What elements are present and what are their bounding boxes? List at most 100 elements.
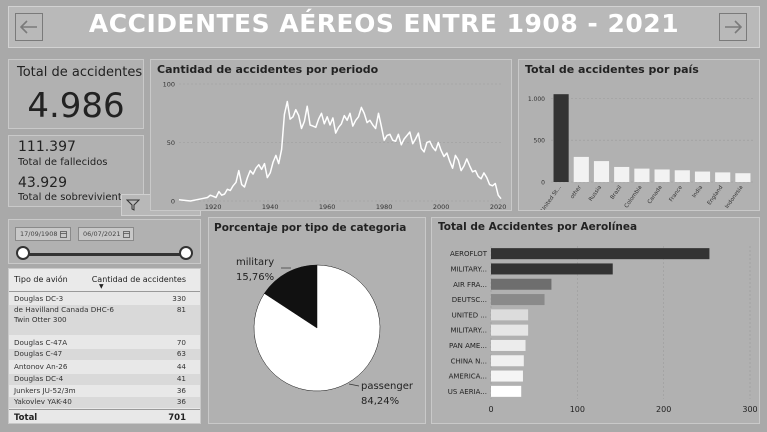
bar [491,355,524,367]
back-button[interactable] [15,13,43,41]
x-tick-label: 100 [570,405,585,414]
fatalities-label: Total de fallecidos [18,157,108,168]
bar [491,385,522,397]
country-bar-chart: 0 500 1.000 United St... other Russia Brazil Co… [528,94,753,210]
y-tick-label: PAN AME... [449,342,487,350]
bar [491,263,613,275]
x-tick-label: 1920 [205,203,222,210]
x-tick-label: Indonesia [724,185,744,210]
calendar-icon [60,231,67,238]
arrow-right-icon [725,20,742,34]
bar [674,170,690,182]
x-tick-label: Russia [588,185,603,203]
next-button[interactable] [719,13,747,41]
col-header-aircraft[interactable]: Tipo de avión [14,275,68,284]
bar [614,166,630,182]
fatalities-value: 111.397 [18,139,76,155]
survivors-value: 43.929 [18,175,67,191]
bar [491,294,545,306]
slider-end-handle[interactable] [179,246,193,260]
bar [491,309,529,321]
x-tick-label: France [669,184,685,203]
y-tick-label: 1.000 [528,96,545,103]
y-tick-label: 50 [167,139,175,147]
y-tick-label: US AERIA... [448,388,487,396]
x-tick-label: India [691,185,704,200]
table-row[interactable]: Douglas DC-4 41 [9,374,200,385]
line-chart-title: Cantidad de accidentes por periodo [157,63,379,76]
y-tick-label: UNITED ... [452,311,487,319]
y-tick-label: 500 [534,138,546,145]
y-tick-label: CHINA N... [451,357,487,365]
total-label: Total [14,413,38,423]
x-tick-label: 200 [656,405,671,414]
accidents-country-card: Total de accidentes por país 0 500 1.000 Un… [518,59,760,211]
bar [491,339,526,351]
y-tick-label: AEROFLOT [450,250,488,258]
pie-chart: military 15,76% passenger 84,24% [236,257,414,407]
date-slicer [8,219,201,264]
table-header: Tipo de avión Cantidad de accidentes ▼ [9,269,200,292]
pie-label-name: passenger [361,381,414,392]
x-tick-label: Colombia [624,185,644,210]
bar [735,173,751,182]
series-line [178,100,502,202]
slider-start-handle[interactable] [16,246,30,260]
x-tick-label: 1940 [262,203,279,210]
table-row[interactable]: Douglas C-47 63 [9,349,200,360]
bar [573,156,589,182]
bar [553,94,569,182]
x-tick-label: 1960 [319,203,336,210]
x-tick-label: 0 [488,405,493,414]
survivors-label: Total de sobrevivientes [18,192,134,203]
pie-slice [253,264,381,392]
x-tick-label: other [570,184,584,200]
pie-label-name: military [236,257,274,268]
aircraft-type-table: Tipo de avión Cantidad de accidentes ▼ D… [8,268,201,424]
bar [491,248,710,260]
accidents-period-card: Cantidad de accidentes por periodo 0 50 10… [150,59,512,211]
title-bar: ACCIDENTES AÉREOS ENTRE 1908 - 2021 [8,6,760,48]
accidents-airline-card: Total de Accidentes por Aerolínea 0 100 20… [431,217,760,424]
kpi-total-card: Total de accidentes 4.986 [8,59,144,129]
end-date-input[interactable]: 06/07/2021 [78,227,134,241]
x-tick-label: United St... [540,185,563,210]
bar [491,370,523,382]
sort-desc-icon[interactable]: ▼ [99,283,104,290]
total-value: 701 [168,413,186,423]
bar [593,161,610,182]
airline-chart-title: Total de Accidentes por Aerolínea [438,221,638,233]
x-tick-label: 300 [742,405,757,414]
table-row[interactable]: Yakovlev YAK-40 36 [9,397,200,408]
table-row[interactable]: de Havilland Canada DHC-6 Twin Otter 300… [9,305,200,335]
y-tick-label: DEUTSC... [452,296,487,304]
filter-icon[interactable] [126,198,140,212]
kpi-total-value: 4.986 [27,86,125,126]
y-tick-label: MILITARY... [450,265,487,273]
table-total-row: Total 701 [9,409,200,423]
pie-chart-title: Porcentaje por tipo de categoria [214,222,407,234]
start-date-input[interactable]: 17/09/1908 [15,227,71,241]
y-tick-label: 0 [541,180,545,187]
pie-label-value: 84,24% [361,396,399,407]
col-header-count[interactable]: Cantidad de accidentes [91,275,186,284]
country-chart-title: Total de accidentes por país [525,63,699,76]
pie-slice [263,264,318,329]
pie-label-value: 15,76% [236,272,274,283]
x-tick-label: 1980 [376,203,393,210]
bar [491,278,552,290]
dashboard-title: ACCIDENTES AÉREOS ENTRE 1908 - 2021 [88,9,680,38]
x-tick-label: Canada [647,185,664,206]
category-pie-card: Porcentaje por tipo de categoria militar… [208,217,426,424]
line-chart: 0 50 100 1920 1940 1960 1980 2000 2020 [163,81,507,211]
y-tick-label: MILITARY... [450,327,487,335]
y-tick-label: 0 [171,198,175,206]
bar [654,169,670,182]
arrow-left-icon [20,20,37,34]
x-tick-label: 2020 [490,203,507,210]
x-tick-label: England [707,185,725,207]
x-tick-label: Brazil [610,184,624,200]
date-slider-track[interactable] [24,253,187,256]
kpi-total-label: Total de accidentes [17,65,143,80]
end-date-value: 06/07/2021 [83,230,121,238]
